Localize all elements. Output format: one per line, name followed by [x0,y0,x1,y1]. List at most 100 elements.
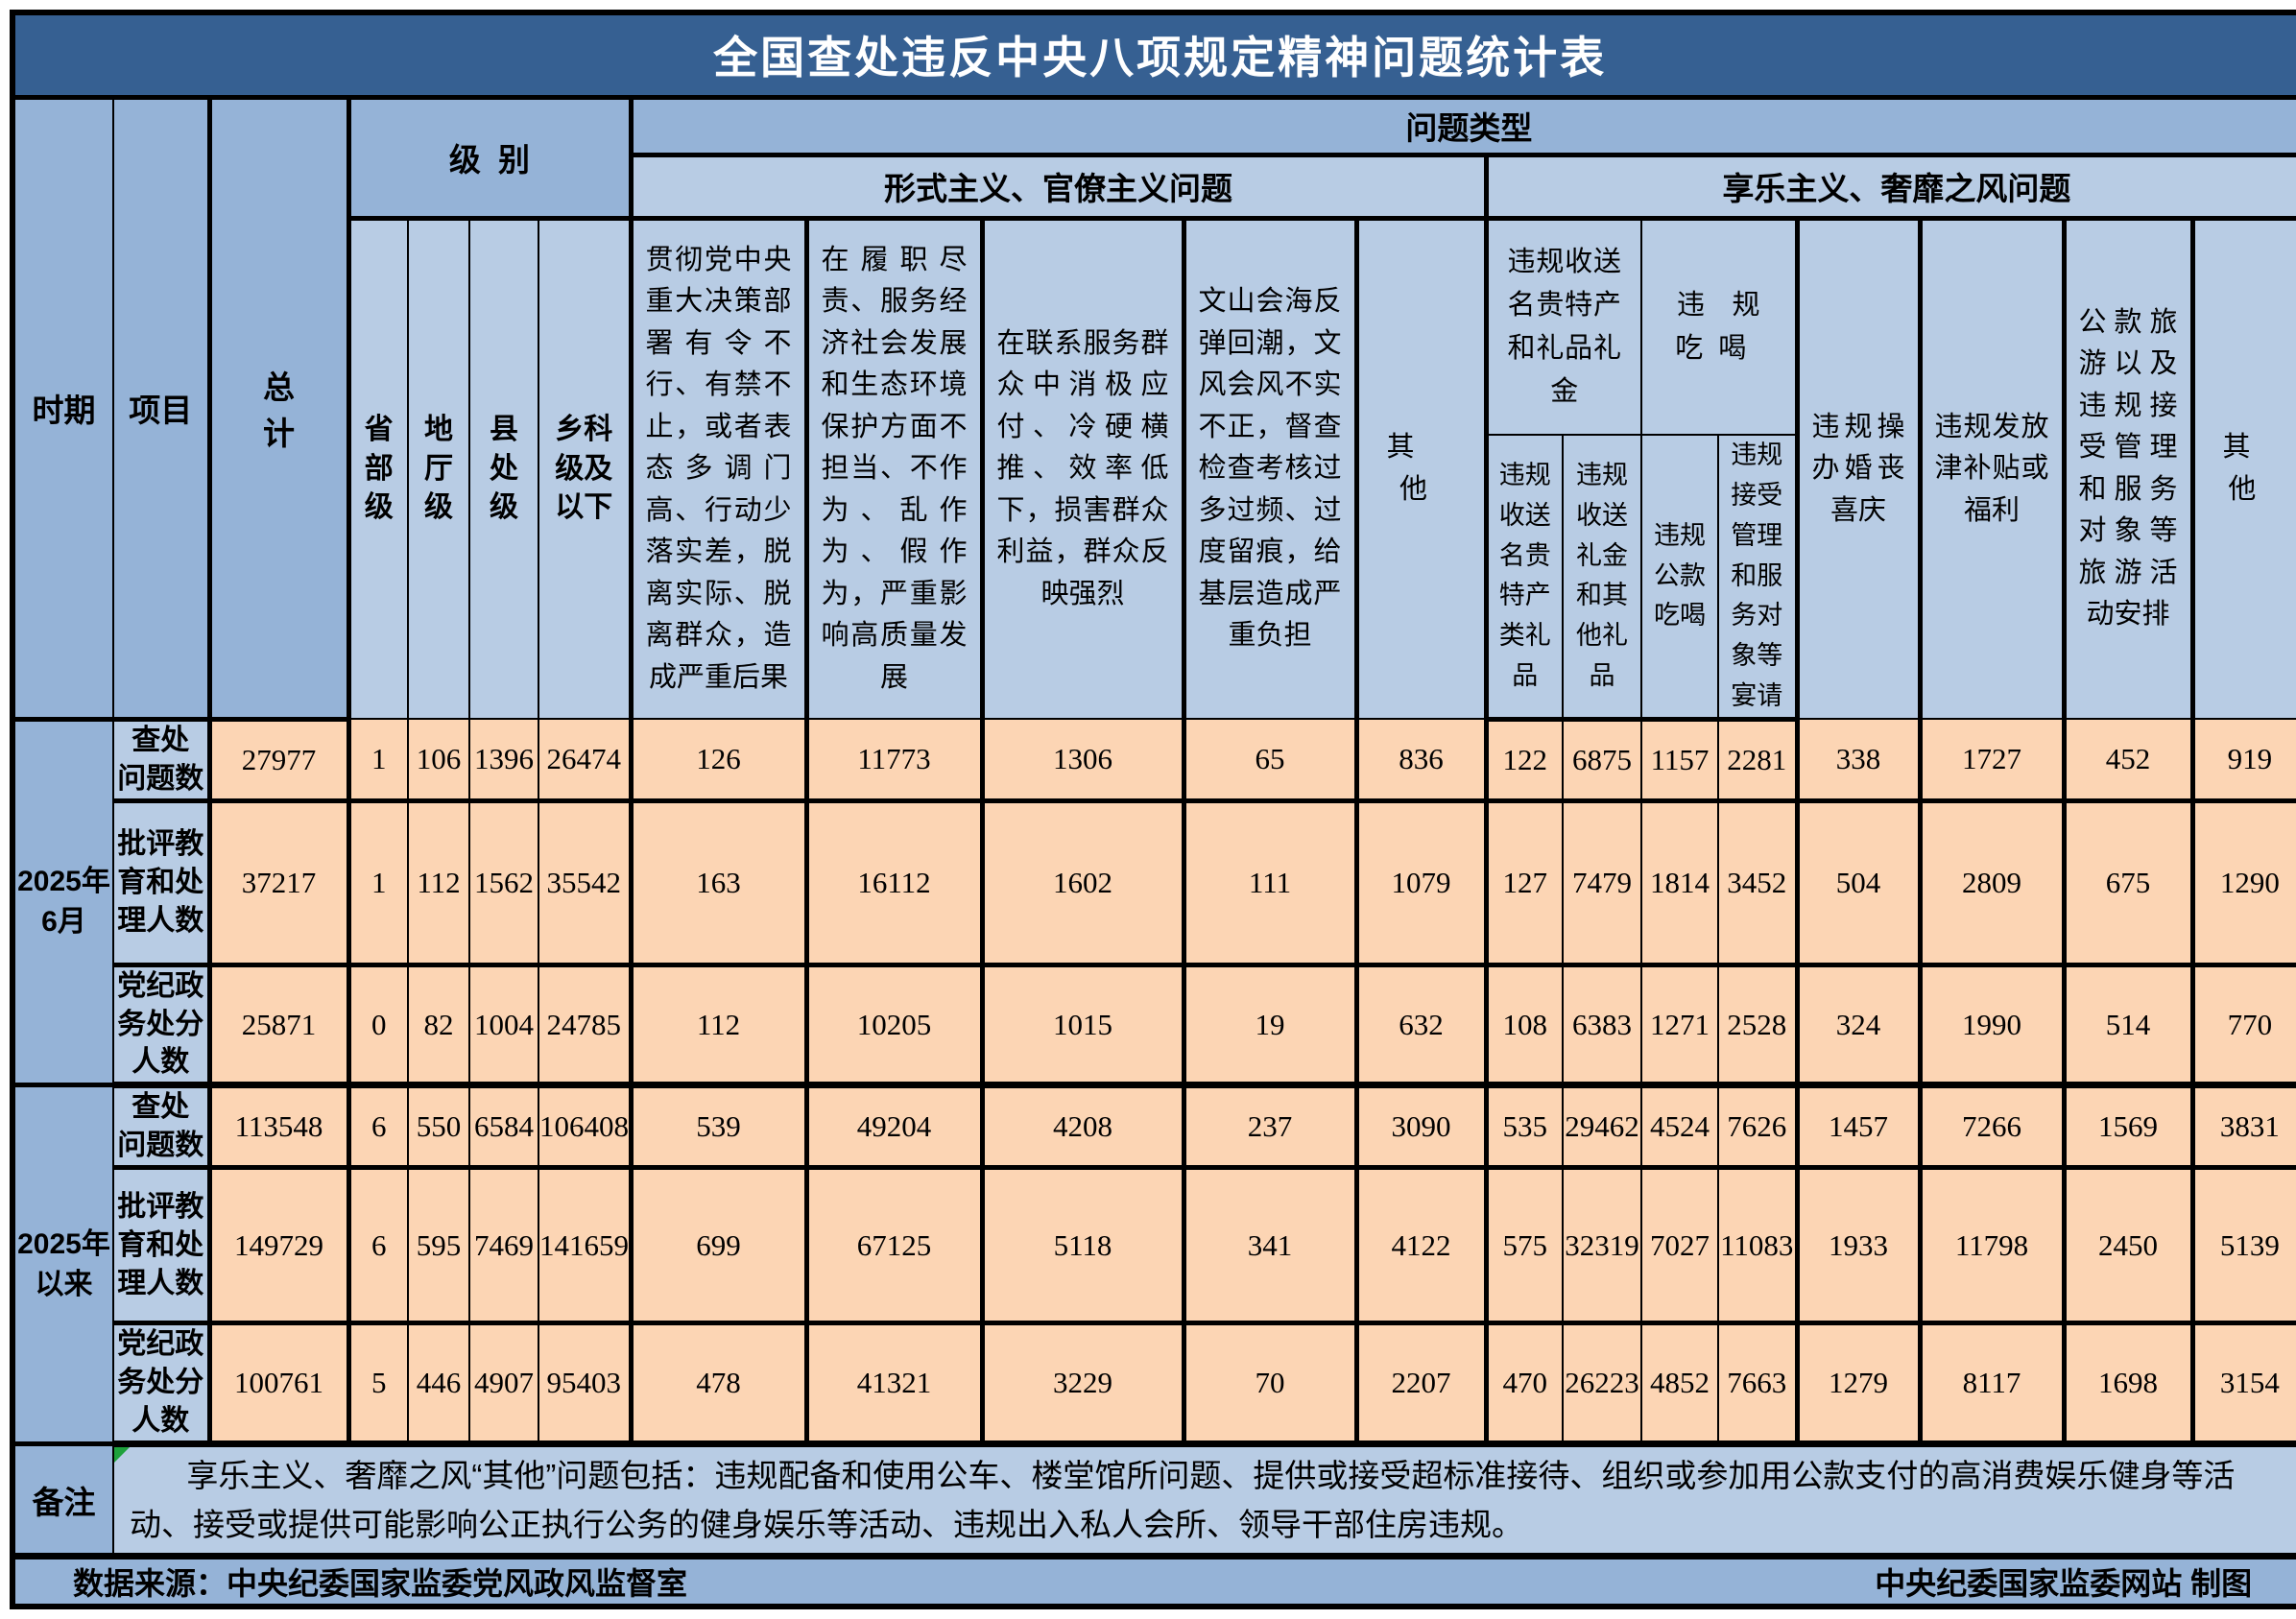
data-cell: 1015 [981,964,1186,1089]
data-cell: 112 [407,799,470,967]
data-cell: 8117 [1919,1321,2067,1448]
data-cell: 108 [1485,964,1564,1089]
header-gift-group: 违规收送名贵特产和礼品礼金 [1485,217,1642,436]
data-cell: 4907 [468,1321,539,1448]
data-cell: 5118 [981,1166,1186,1326]
header-formalism-group: 形式主义、官僚主义问题 [630,154,1489,221]
header-level-county: 县处级 [468,216,539,721]
data-cell: 1279 [1796,1321,1923,1448]
data-cell: 7663 [1717,1321,1800,1448]
data-cell: 25871 [208,964,351,1089]
header-level-township: 乡科级及以下 [538,216,634,721]
data-cell: 237 [1183,1083,1359,1171]
data-cell: 1 [347,718,409,803]
data-cell: 575 [1485,1166,1564,1326]
header-dining-banquet: 违规接受管理和服务对象等宴请 [1717,433,1800,722]
data-cell: 1569 [2063,1083,2195,1171]
data-cell: 32319 [1562,1166,1642,1326]
data-cell: 699 [630,1166,809,1326]
row-label: 查处 问题数 [112,1083,212,1171]
data-cell: 11083 [1717,1166,1800,1326]
data-cell: 6584 [468,1083,539,1171]
header-gift-money: 违规收送礼金和其他礼品 [1562,433,1642,722]
data-cell: 2809 [1919,799,2067,967]
data-cell: 37217 [208,799,351,967]
data-cell: 4852 [1640,1321,1719,1448]
data-cell: 470 [1485,1321,1564,1448]
data-cell: 1933 [1796,1166,1923,1326]
data-cell: 535 [1485,1083,1564,1171]
data-cell: 127 [1485,799,1564,967]
data-cell: 836 [1355,718,1489,803]
data-cell: 7626 [1717,1083,1800,1171]
header-problem-type: 问题类型 [629,96,2296,157]
data-cell: 446 [407,1321,470,1448]
data-cell: 149729 [208,1166,351,1326]
data-cell: 70 [1183,1321,1359,1448]
data-cell: 1727 [1919,718,2067,803]
data-cell: 7469 [468,1166,539,1326]
data-cell: 27977 [208,718,351,803]
data-source-text: 数据来源：中央纪委国家监委党风政风监督室 [73,1566,688,1602]
header-formalism-col-2: 在履职尽责、服务经济社会发展和生态环境保护方面不担当、不作为、乱作为、假作为，严… [805,216,985,721]
data-cell: 595 [407,1166,470,1326]
data-cell: 95403 [538,1321,634,1448]
data-cell: 1396 [468,718,539,803]
header-formalism-col-4: 文山会海反弹回潮，文风会风不实不正，督查检查考核过多过频、过度留痕，给基层造成严… [1183,216,1359,721]
data-cell: 106408 [538,1083,634,1171]
data-cell: 1271 [1640,964,1719,1089]
header-item: 项目 [112,95,212,722]
data-cell: 2207 [1355,1321,1489,1448]
data-cell: 675 [2063,799,2195,967]
data-cell: 67125 [805,1166,985,1326]
data-cell: 111 [1183,799,1359,967]
data-cell: 1457 [1796,1083,1923,1171]
data-cell: 41321 [805,1321,985,1448]
period-cell-june: 2025年 6月 [12,718,114,1088]
data-cell: 26474 [538,718,634,803]
header-allowances: 违规发放津补贴或福利 [1919,216,2067,721]
data-cell: 106 [407,718,470,803]
data-cell: 7479 [1562,799,1642,967]
data-cell: 2450 [2063,1166,2195,1326]
data-cell: 550 [407,1083,470,1171]
data-cell: 919 [2190,718,2296,803]
data-cell: 539 [630,1083,809,1171]
data-cell: 1157 [1640,718,1719,803]
header-total: 总 计 [208,95,351,722]
data-cell: 6875 [1562,718,1642,803]
data-cell: 163 [630,799,809,967]
data-cell: 1562 [468,799,539,967]
data-cell: 478 [630,1321,809,1448]
header-dining-group: 违规吃喝 [1640,217,1800,436]
data-cell: 452 [2063,718,2195,803]
data-cell: 1814 [1640,799,1719,967]
header-public-funded-travel: 公款旅游以及违规接受管理和服务对象等旅游活动安排 [2063,216,2195,721]
row-label: 批评教 育和处 理人数 [112,1166,212,1326]
data-cell: 11798 [1919,1166,2067,1326]
header-hedonism-group: 享乐主义、奢靡之风问题 [1484,154,2296,221]
data-cell: 82 [407,964,470,1089]
header-formalism-col-3: 在联系服务群众中消极应付、冷硬横推、效率低下，损害群众利益，群众反映强烈 [981,216,1186,721]
data-cell: 49204 [805,1083,985,1171]
data-cell: 141659 [538,1166,634,1326]
data-cell: 1079 [1355,799,1489,967]
data-cell: 19 [1183,964,1359,1089]
period-cell-ytd: 2025年 以来 [12,1083,114,1447]
data-cell: 113548 [208,1083,351,1171]
data-cell: 7266 [1919,1083,2067,1171]
data-cell: 324 [1796,964,1923,1089]
data-cell: 770 [2190,964,2296,1089]
data-cell: 504 [1796,799,1923,967]
data-cell: 0 [347,964,409,1089]
data-cell: 1 [347,799,409,967]
data-cell: 1990 [1919,964,2067,1089]
remark-text: 享乐主义、奢靡之风“其他”问题包括：违规配备和使用公车、楼堂馆所问题、提供或接受… [130,1458,2236,1543]
data-cell: 16112 [805,799,985,967]
data-cell: 341 [1183,1166,1359,1326]
header-wedding-funeral: 违规操办婚丧喜庆 [1796,216,1923,721]
data-cell: 1698 [2063,1321,2195,1448]
data-cell: 632 [1355,964,1489,1089]
header-formalism-other: 其他 [1355,216,1489,721]
data-cell: 338 [1796,718,1923,803]
